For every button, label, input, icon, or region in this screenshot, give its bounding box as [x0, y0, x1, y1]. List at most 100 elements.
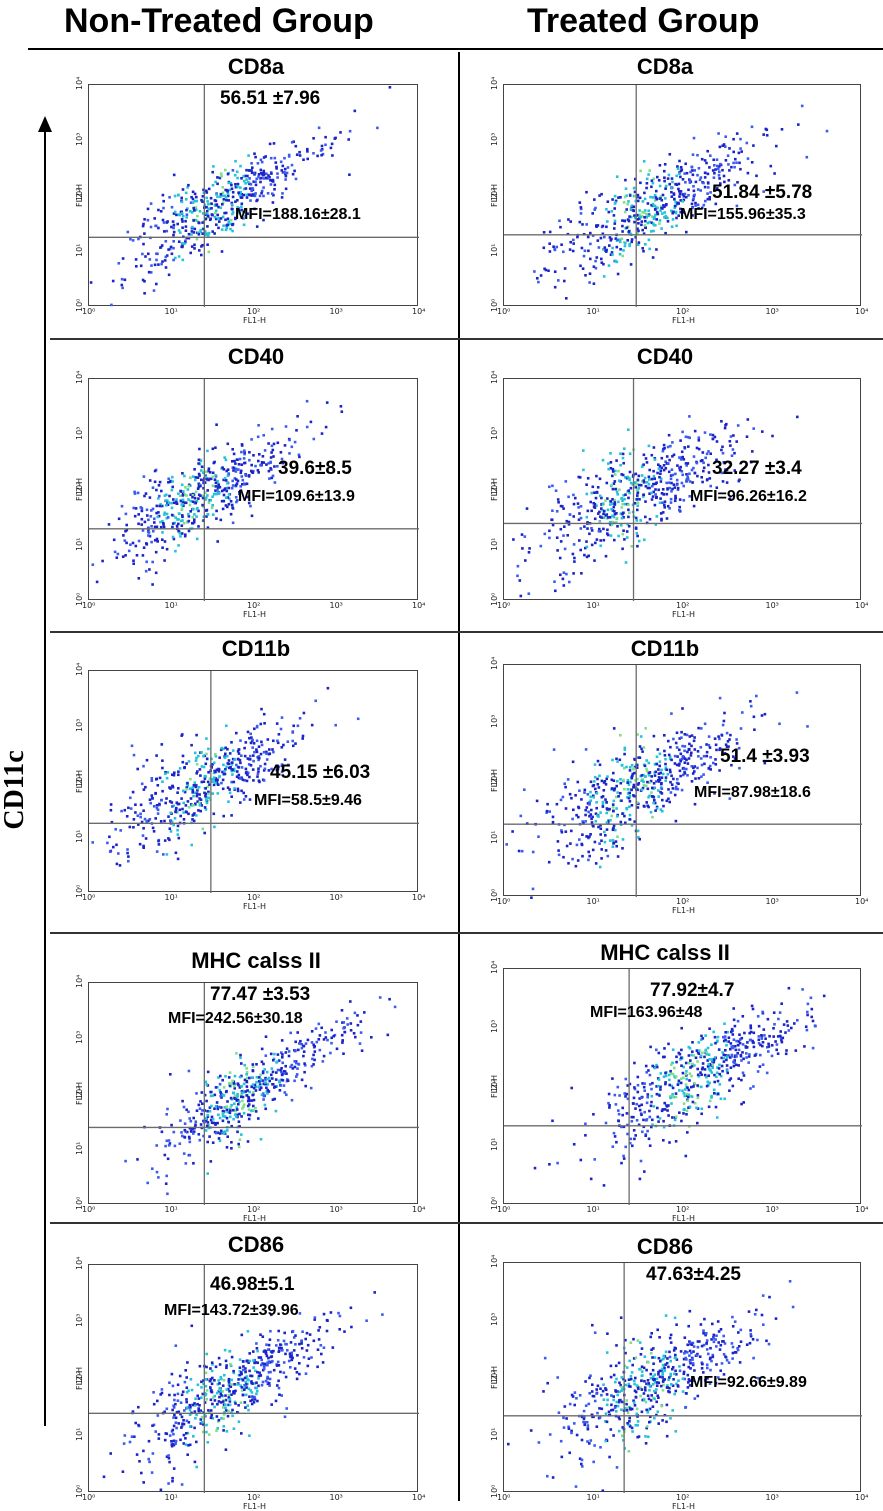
scatter-point [636, 532, 639, 535]
scatter-point [616, 246, 619, 249]
scatter-point [585, 191, 588, 194]
scatter-point [651, 179, 654, 182]
scatter-point [569, 241, 572, 244]
scatter-point [156, 850, 159, 853]
scatter-point [614, 499, 617, 502]
scatter-point [771, 1055, 774, 1058]
scatter-point [615, 1141, 618, 1144]
scatter-point [234, 174, 237, 177]
scatter-point [603, 275, 606, 278]
scatter-point [598, 786, 601, 789]
scatter-point [630, 208, 633, 211]
scatter-point [223, 500, 226, 503]
scatter-point [228, 1378, 231, 1381]
scatter-point [780, 1002, 783, 1005]
scatter-point [176, 829, 179, 832]
scatter-point [222, 779, 225, 782]
scatter-point [639, 1178, 642, 1181]
scatter-point [272, 1083, 275, 1086]
scatter-point [690, 1075, 693, 1078]
scatter-point [732, 162, 735, 165]
scatter-point [215, 423, 218, 426]
scatter-point [170, 1440, 173, 1443]
scatter-point [166, 1108, 169, 1111]
scatter-point [248, 1388, 251, 1391]
scatter-point [602, 795, 605, 798]
scatter-point [616, 815, 619, 818]
scatter-point [725, 1044, 728, 1047]
scatter-point [689, 1059, 692, 1062]
scatter-point [214, 1399, 217, 1402]
scatter-point [148, 271, 151, 274]
scatter-point [173, 771, 176, 774]
scatter-point [652, 795, 655, 798]
scatter-point [587, 793, 590, 796]
scatter-point [218, 1387, 221, 1390]
scatter-point [224, 1403, 227, 1406]
scatter-point [670, 791, 673, 794]
scatter-point [240, 1062, 243, 1065]
scatter-point [614, 195, 617, 198]
scatter-point [215, 517, 218, 520]
x-tick-label: 10¹ [165, 1205, 178, 1214]
scatter-point [639, 216, 642, 219]
scatter-point [179, 815, 182, 818]
scatter-point [208, 467, 211, 470]
scatter-point [322, 1361, 325, 1364]
scatter-point [193, 468, 196, 471]
scatter-point [622, 512, 625, 515]
scatter-point [222, 1384, 225, 1387]
scatter-point [212, 1141, 215, 1144]
scatter-point [616, 780, 619, 783]
scatter-point [752, 1041, 755, 1044]
treated-mhc-calss-ii-title: MHC calss II [600, 940, 730, 966]
scatter-point [124, 539, 127, 542]
scatter-point [166, 1433, 169, 1436]
scatter-point [709, 756, 712, 759]
scatter-point [110, 809, 113, 812]
scatter-point [664, 754, 667, 757]
scatter-point [631, 545, 634, 548]
scatter-point [612, 772, 615, 775]
scatter-point [717, 735, 720, 738]
scatter-point [354, 1036, 357, 1039]
scatter-point [728, 147, 731, 150]
scatter-point [197, 809, 200, 812]
scatter-point [264, 155, 267, 158]
scatter-point [270, 172, 273, 175]
scatter-point [232, 196, 235, 199]
scatter-point [251, 739, 254, 742]
positive-percentage-label: 77.47 ±3.53 [210, 984, 310, 1006]
scatter-point [573, 1143, 576, 1146]
scatter-point [599, 478, 602, 481]
scatter-point [749, 700, 752, 703]
scatter-point [160, 820, 163, 823]
scatter-point [301, 1079, 304, 1082]
y-tick-label: 10⁴ [75, 663, 84, 676]
scatter-point [806, 725, 809, 728]
scatter-point [260, 177, 263, 180]
scatter-point [229, 1404, 232, 1407]
scatter-point [171, 1480, 174, 1483]
scatter-point [643, 160, 646, 163]
scatter-point [280, 1394, 283, 1397]
scatter-point [165, 240, 168, 243]
scatter-point [708, 1106, 711, 1109]
scatter-point [243, 180, 246, 183]
scatter-point [681, 451, 684, 454]
scatter-point [811, 1008, 814, 1011]
scatter-point [587, 851, 590, 854]
scatter-point [568, 581, 571, 584]
y-tick-label: 10¹ [490, 537, 499, 550]
scatter-point [588, 803, 591, 806]
scatter-point [143, 546, 146, 549]
scatter-point [134, 811, 137, 814]
scatter-point [591, 821, 594, 824]
scatter-point [182, 494, 185, 497]
scatter-point [593, 559, 596, 562]
scatter-point [219, 1091, 222, 1094]
scatter-point [635, 1103, 638, 1106]
scatter-point [239, 1358, 242, 1361]
scatter-point [139, 813, 142, 816]
scatter-point [297, 725, 300, 728]
